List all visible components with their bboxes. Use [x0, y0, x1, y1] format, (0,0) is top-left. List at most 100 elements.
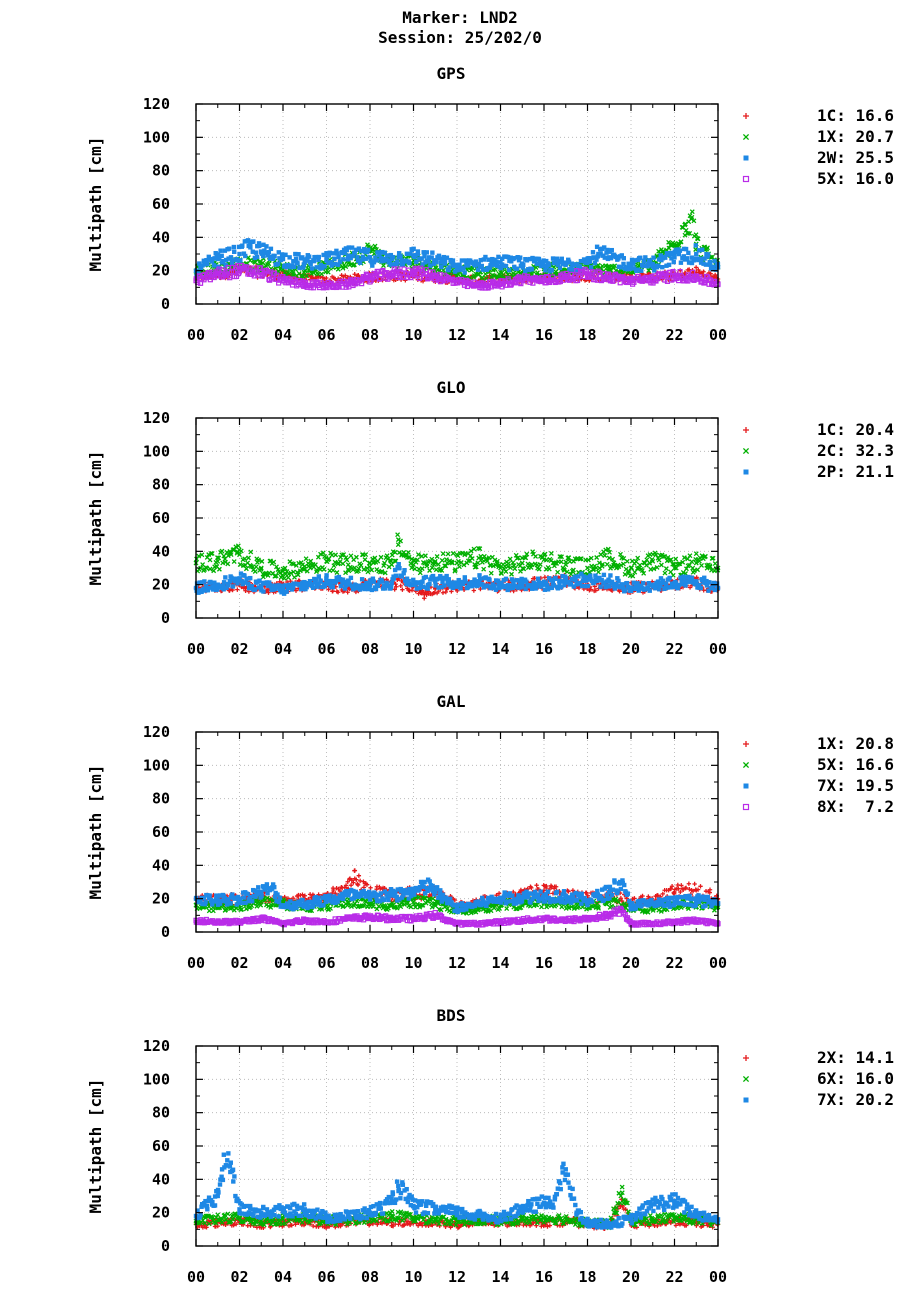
data-point: [250, 265, 256, 271]
data-point: [509, 259, 514, 264]
data-point: [293, 256, 299, 262]
data-point: [506, 561, 512, 566]
data-point: [509, 571, 514, 577]
y-axis-label: Multipath [cm]: [86, 451, 105, 586]
series-5x: [193, 262, 721, 291]
data-point: [276, 250, 281, 255]
session-title: Session: 25/202/0: [378, 28, 542, 47]
data-point: [302, 281, 308, 287]
data-point: [672, 241, 677, 247]
data-point: [329, 263, 334, 268]
data-point: [631, 580, 636, 585]
data-point: [334, 251, 340, 256]
data-point: [585, 583, 591, 589]
data-point: [280, 256, 286, 262]
data-point: [372, 243, 378, 249]
legend-marker: [743, 427, 749, 433]
y-tick-label: 60: [152, 509, 170, 527]
data-point: [295, 261, 300, 266]
data-point: [335, 266, 341, 272]
data-point: [403, 258, 409, 263]
chart-title: GAL: [437, 692, 466, 711]
y-tick-label: 40: [152, 228, 170, 246]
legend-label: 1C: 20.4: [817, 420, 894, 439]
data-point: [276, 261, 281, 266]
x-tick-label: 20: [622, 640, 640, 658]
data-point: [206, 908, 212, 914]
data-point: [546, 566, 552, 572]
data-point: [367, 274, 373, 280]
data-point: [696, 267, 701, 273]
data-point: [395, 266, 401, 272]
data-point: [330, 584, 336, 590]
data-point: [216, 566, 222, 572]
data-point: [650, 276, 656, 282]
data-point: [540, 261, 546, 266]
data-point: [533, 265, 539, 270]
data-point: [476, 283, 482, 289]
data-point: [441, 254, 447, 260]
data-point: [504, 906, 510, 912]
data-point: [215, 252, 221, 257]
data-point: [494, 263, 500, 269]
data-point: [669, 256, 674, 261]
data-point: [520, 261, 525, 267]
data-point: [263, 250, 268, 256]
data-point: [563, 274, 569, 280]
data-point: [594, 555, 600, 560]
data-point: [703, 262, 709, 267]
x-tick-label: 12: [448, 640, 466, 658]
y-tick-label: 80: [152, 476, 170, 494]
data-point: [707, 259, 712, 265]
data-point: [473, 262, 479, 267]
data-point: [299, 273, 305, 279]
data-point: [541, 258, 546, 263]
data-point: [432, 273, 438, 279]
y-tick-label: 20: [152, 576, 170, 594]
data-point: [594, 257, 599, 262]
legend-label: 2W: 25.5: [817, 148, 894, 167]
data-point: [606, 274, 612, 280]
data-point: [302, 260, 307, 265]
data-point: [357, 878, 363, 884]
data-point: [641, 258, 647, 263]
data-point: [486, 284, 492, 290]
data-point: [687, 553, 693, 559]
data-point: [588, 265, 594, 270]
data-point: [520, 580, 525, 586]
data-point: [353, 554, 359, 560]
data-point: [473, 259, 479, 264]
data-point: [359, 281, 365, 287]
data-point: [202, 579, 207, 584]
data-point: [316, 254, 322, 260]
x-tick-label: 20: [622, 326, 640, 344]
data-point: [215, 582, 220, 587]
data-point: [346, 245, 351, 250]
data-point: [677, 268, 683, 275]
data-point: [650, 264, 655, 269]
data-point: [598, 584, 603, 589]
data-point: [463, 579, 468, 584]
data-point: [414, 259, 419, 265]
data-point: [498, 260, 503, 265]
data-point: [447, 265, 452, 270]
data-point: [516, 258, 522, 263]
data-point: [487, 577, 492, 582]
data-point: [334, 570, 340, 575]
data-point: [433, 258, 438, 263]
data-point: [208, 579, 213, 585]
data-point: [479, 559, 485, 565]
legend-label: 1X: 20.7: [817, 127, 894, 146]
data-point: [696, 248, 702, 253]
data-point: [376, 250, 381, 255]
data-point: [324, 254, 329, 260]
data-point: [216, 266, 222, 272]
data-point: [280, 252, 286, 258]
data-point: [440, 551, 446, 557]
data-point: [205, 261, 210, 267]
data-point: [667, 575, 672, 581]
data-point: [346, 580, 351, 586]
data-point: [602, 245, 607, 250]
data-point: [456, 564, 462, 570]
